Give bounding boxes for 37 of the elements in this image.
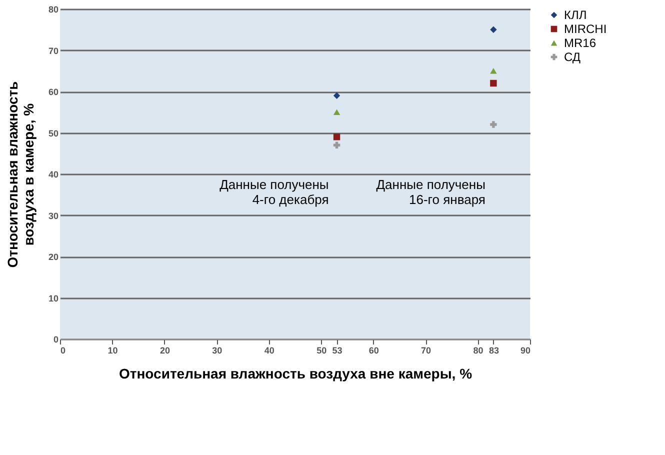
x-tick-label: 90 bbox=[520, 346, 530, 356]
y-tick-label: 30 bbox=[48, 210, 58, 221]
x-tick-label: 40 bbox=[264, 346, 274, 356]
legend-label: MIRCHI bbox=[564, 22, 607, 36]
y-axis-title: Относительная влажность воздуха в камере, % bbox=[4, 80, 36, 268]
x-tick-label: 80 bbox=[473, 346, 484, 356]
x-tick-label: 70 bbox=[421, 346, 432, 356]
x-axis-title: Относительная влажность воздуха вне камеры, % bbox=[118, 366, 473, 382]
point bbox=[333, 109, 340, 116]
x-tick-label: 60 bbox=[368, 346, 379, 356]
y-tick-label: 70 bbox=[48, 46, 58, 56]
x-tick-label: 0 bbox=[60, 346, 66, 356]
y-tick-label: 80 bbox=[48, 4, 58, 14]
x-tick-label: 50 bbox=[316, 346, 327, 356]
point bbox=[333, 92, 340, 99]
y-tick-label: 40 bbox=[48, 170, 58, 180]
y-tick-label: 0 bbox=[53, 334, 58, 344]
annotation: Данные получены 16-го января bbox=[376, 177, 486, 208]
point bbox=[490, 121, 497, 128]
x-tick-label: 53 bbox=[332, 346, 342, 356]
y-tick-label: 10 bbox=[48, 293, 58, 304]
x-tick-label: 30 bbox=[212, 346, 222, 356]
legend-label: КЛЛ bbox=[564, 8, 587, 22]
y-tick-label: 50 bbox=[48, 128, 58, 138]
y-tick-label: 20 bbox=[48, 252, 58, 262]
x-tick-label: 10 bbox=[108, 346, 118, 356]
x-tick-label: 20 bbox=[160, 346, 170, 356]
y-tick-label: 60 bbox=[48, 87, 58, 97]
point bbox=[333, 142, 340, 148]
annotation: Данные получены 4-го декабря bbox=[220, 177, 329, 208]
point bbox=[333, 134, 340, 140]
x-tick-label: 83 bbox=[488, 346, 499, 356]
legend-label: СД bbox=[564, 50, 581, 64]
point bbox=[490, 26, 497, 33]
point bbox=[490, 68, 497, 74]
point bbox=[490, 80, 497, 87]
legend-label: MR16 bbox=[564, 36, 596, 50]
